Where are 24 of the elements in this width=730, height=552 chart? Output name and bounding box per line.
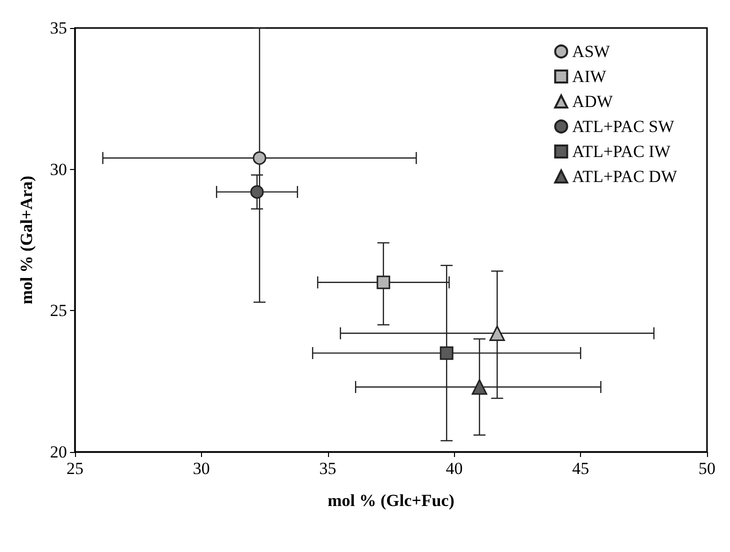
x-tick-label: 50 <box>698 459 716 478</box>
legend-label: ATL+PAC IW <box>572 142 672 161</box>
point <box>376 276 390 290</box>
x-axis-title: mol % (Glc+Fuc) <box>328 491 454 510</box>
legend-label: ATL+PAC SW <box>572 117 676 136</box>
x-tick-label: 25 <box>66 459 84 478</box>
point <box>252 151 266 165</box>
legend-label: ADW <box>572 92 614 111</box>
x-tick-label: 30 <box>192 459 210 478</box>
y-tick-label: 25 <box>50 301 67 320</box>
y-tick-label: 30 <box>50 160 67 179</box>
y-axis-title: mol % (Gal+Ara) <box>17 176 36 304</box>
x-tick-label: 40 <box>446 459 463 478</box>
point <box>489 326 505 342</box>
x-tick-label: 45 <box>572 459 590 478</box>
point <box>472 379 488 395</box>
legend-label: AIW <box>572 67 608 86</box>
y-tick-label: 20 <box>50 442 67 462</box>
x-tick-label: 35 <box>319 459 336 478</box>
y-tick-label: 35 <box>50 18 67 38</box>
point <box>440 346 454 360</box>
point <box>250 185 264 199</box>
legend-label: ATL+PAC DW <box>572 167 678 186</box>
legend-label: ASW <box>572 42 611 61</box>
